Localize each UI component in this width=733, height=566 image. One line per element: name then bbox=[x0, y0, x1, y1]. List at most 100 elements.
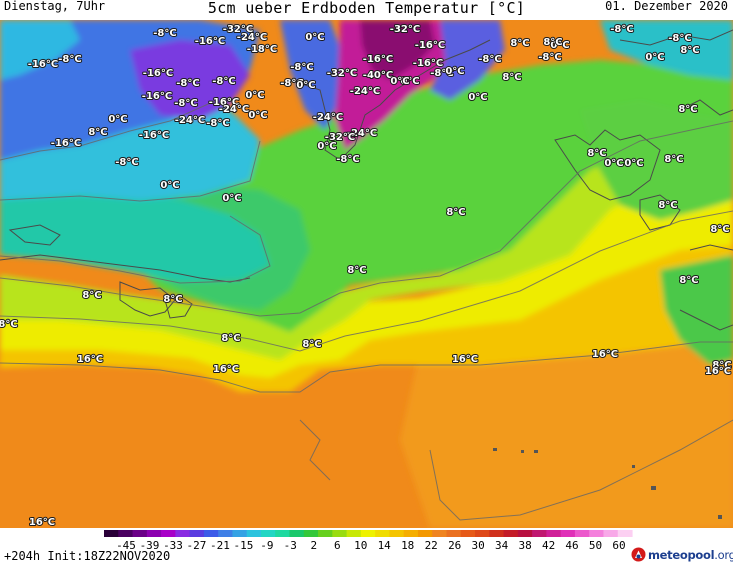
temperature-label: 8°C bbox=[587, 148, 606, 159]
legend-swatch bbox=[475, 530, 490, 537]
temperature-label: -16°C bbox=[209, 97, 239, 108]
temperature-label: 8°C bbox=[664, 154, 683, 165]
temperature-label: 8°C bbox=[510, 38, 529, 49]
temperature-label: 16°C bbox=[705, 366, 731, 377]
temperature-label: -24°C bbox=[237, 32, 267, 43]
temperature-label: -8°C bbox=[58, 54, 81, 65]
legend-swatch bbox=[189, 530, 205, 537]
legend-swatch bbox=[532, 530, 547, 537]
temperature-label: 0°C bbox=[604, 158, 623, 169]
temperature-label: -24°C bbox=[347, 128, 377, 139]
legend-swatch bbox=[389, 530, 405, 537]
header: Dienstag, 7Uhr 5cm ueber Erdboden Temper… bbox=[0, 0, 733, 20]
legend-swatch bbox=[375, 530, 391, 537]
temperature-label: 0°C bbox=[550, 40, 569, 51]
temperature-label: 0°C bbox=[222, 193, 241, 204]
temperature-label: -8°C bbox=[610, 24, 633, 35]
legend-tick-label: 34 bbox=[495, 539, 509, 550]
isotherms bbox=[0, 100, 733, 521]
temperature-label: -8°C bbox=[176, 78, 199, 89]
legend-swatch bbox=[104, 530, 119, 537]
legend-tick-label: 42 bbox=[542, 539, 555, 550]
temperature-label: 8°C bbox=[302, 339, 321, 350]
legend-swatch bbox=[546, 530, 562, 537]
temperature-label: -32°C bbox=[325, 132, 355, 143]
greenland-blue bbox=[280, 20, 345, 130]
legend-tick-label: 46 bbox=[565, 539, 578, 550]
temperature-label: -24°C bbox=[219, 104, 249, 115]
temperature-label: 8°C bbox=[347, 265, 366, 276]
temperature-label: -8°C bbox=[212, 76, 235, 87]
legend-tick-label: 14 bbox=[378, 539, 392, 550]
temperature-label: 8°C bbox=[446, 207, 465, 218]
legend-swatch bbox=[460, 530, 476, 537]
scandinavia-cold bbox=[600, 20, 733, 80]
legend-tick-label: -45 bbox=[116, 539, 136, 550]
drop-logo-icon bbox=[631, 547, 646, 562]
init-run-label: +204h Init:18Z22NOV2020 bbox=[4, 549, 171, 563]
legend-swatch bbox=[574, 530, 590, 537]
greenland-ice-core bbox=[360, 20, 435, 80]
temperature-label: -32°C bbox=[223, 24, 253, 35]
temperature-label: 16°C bbox=[29, 517, 55, 528]
temperature-label: -8°C bbox=[538, 52, 561, 63]
legend-tick-label: 10 bbox=[354, 539, 367, 550]
temperature-label: 8°C bbox=[658, 200, 677, 211]
legend-swatch bbox=[503, 530, 519, 537]
temperature-label: -8°C bbox=[115, 157, 138, 168]
temperature-label: 0°C bbox=[296, 80, 315, 91]
legend-swatch bbox=[360, 530, 376, 537]
temperature-label: -16°C bbox=[28, 59, 58, 70]
temperature-label: 0°C bbox=[624, 158, 643, 169]
temperature-label: -8°C bbox=[290, 62, 313, 73]
legend-tick-label: -9 bbox=[260, 539, 273, 550]
map-title: 5cm ueber Erdboden Temperatur [°C] bbox=[207, 0, 526, 17]
temperature-label: -8°C bbox=[336, 154, 359, 165]
temperature-label: -32°C bbox=[390, 24, 420, 35]
temperature-label: -16°C bbox=[51, 138, 81, 149]
temperature-label: 8°C bbox=[678, 104, 697, 115]
legend-tick-label: -33 bbox=[163, 539, 183, 550]
temperature-label: -16°C bbox=[142, 91, 172, 102]
legend-swatch bbox=[289, 530, 305, 537]
purple-baffin bbox=[130, 40, 250, 120]
temperature-label: 0°C bbox=[390, 76, 409, 87]
legend-tick-label: -15 bbox=[233, 539, 253, 550]
temperature-label: 8°C bbox=[710, 224, 729, 235]
legend-tick-label: 38 bbox=[518, 539, 531, 550]
legend-tick-label: -3 bbox=[284, 539, 297, 550]
legend-swatch bbox=[260, 530, 276, 537]
legend-swatch bbox=[146, 530, 162, 537]
temperature-label: 16°C bbox=[213, 364, 239, 375]
legend-swatch bbox=[318, 530, 333, 537]
temperature-label: -16°C bbox=[143, 68, 173, 79]
legend-swatch bbox=[617, 530, 633, 537]
temperature-label: -40°C bbox=[363, 70, 393, 81]
legend-swatch bbox=[275, 530, 291, 537]
legend-swatch bbox=[346, 530, 362, 537]
legend-tick-label: 50 bbox=[589, 539, 602, 550]
legend-swatch bbox=[417, 530, 433, 537]
temperature-label: 0°C bbox=[400, 76, 419, 87]
legend-swatch bbox=[603, 530, 619, 537]
legend-swatch bbox=[246, 530, 262, 537]
temperature-label: -24°C bbox=[313, 112, 343, 123]
legend-swatch bbox=[432, 530, 448, 537]
legend-swatch bbox=[232, 530, 248, 537]
temperature-label: 8°C bbox=[502, 72, 521, 83]
temperature-label: 0°C bbox=[245, 90, 264, 101]
temperature-label: -24°C bbox=[350, 86, 380, 97]
temperature-label: 0°C bbox=[248, 110, 267, 121]
legend-swatch bbox=[218, 530, 234, 537]
temperature-label: -8°C bbox=[668, 33, 691, 44]
temperature-label: -8°C bbox=[153, 28, 176, 39]
temperature-label: 0°C bbox=[305, 32, 324, 43]
brand-text: meteopool.org bbox=[648, 548, 733, 562]
legend-tick-label: 6 bbox=[334, 539, 341, 550]
temperature-map: -8°C -32°C -32°C-16°C -24°C 0°C-16°C-18°C-16… bbox=[0, 20, 733, 528]
legend-swatch bbox=[118, 530, 134, 537]
temperature-label: -16°C bbox=[363, 54, 393, 65]
coastlines bbox=[0, 29, 733, 331]
islands bbox=[493, 448, 722, 519]
orange-patch bbox=[400, 320, 733, 528]
